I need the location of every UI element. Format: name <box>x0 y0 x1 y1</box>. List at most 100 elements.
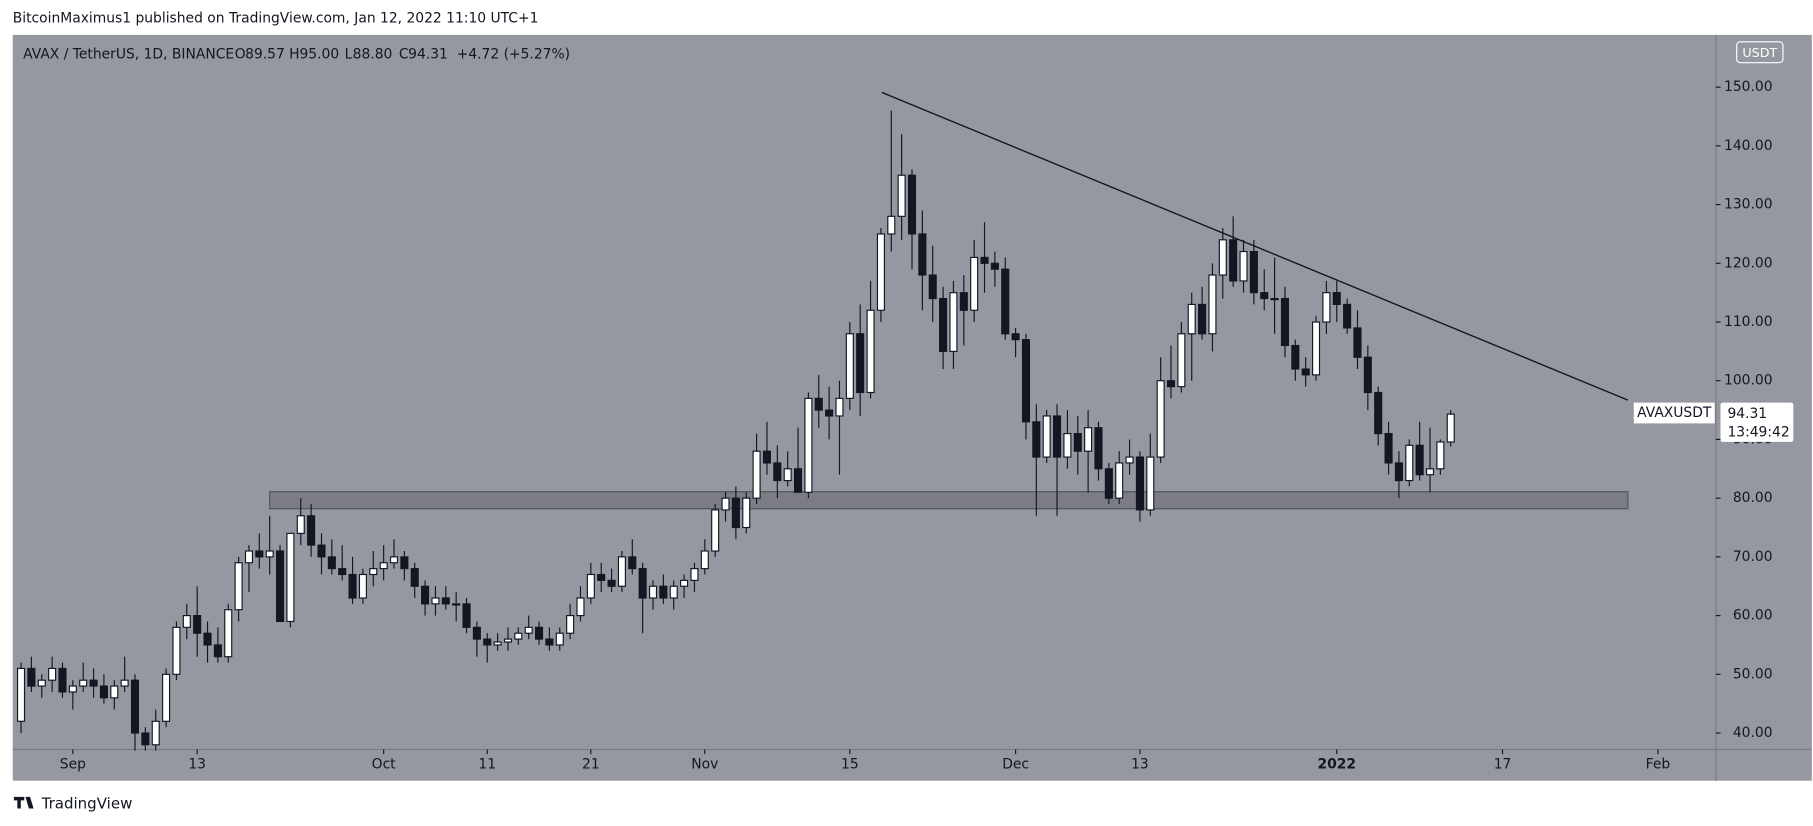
tag-name-box <box>1633 402 1715 424</box>
candle-body <box>389 556 399 564</box>
candle-body <box>876 233 885 311</box>
candle-body <box>742 497 751 529</box>
candle-body <box>1187 303 1196 335</box>
candle-body <box>369 568 378 576</box>
price-scale <box>1715 34 1812 750</box>
candle-body <box>1436 441 1445 470</box>
candle-body <box>120 679 129 687</box>
currency[interactable]: USDT <box>1742 45 1777 60</box>
candle-body <box>244 550 254 564</box>
legend-symbol: AVAX / TetherUS, 1D, BINANCE <box>23 47 234 63</box>
candle-body <box>27 667 36 687</box>
candle-body <box>762 450 772 464</box>
candle-body <box>1374 391 1383 435</box>
candle-body <box>410 568 419 587</box>
candle-body <box>1270 297 1279 301</box>
candle-body <box>1353 327 1362 358</box>
plot-area <box>12 34 1716 750</box>
candle-body <box>659 585 668 599</box>
candle-body <box>16 667 26 722</box>
x-tick-label: 21 <box>582 757 600 773</box>
candle-body <box>669 585 678 599</box>
candle-body <box>317 544 326 558</box>
candle-body <box>431 597 440 605</box>
candle-body <box>1311 321 1321 376</box>
candle-body <box>814 397 823 411</box>
candle-body <box>866 309 875 394</box>
candle-body <box>472 626 481 640</box>
candle-body <box>400 556 409 570</box>
candle-body <box>1084 427 1093 452</box>
candle-body <box>1384 433 1393 464</box>
support-zone <box>269 491 1629 510</box>
candle-body <box>555 632 564 646</box>
candle-body <box>265 550 274 558</box>
candle-body <box>752 450 761 499</box>
candle-body <box>804 397 813 493</box>
y-tick-label: 60.00 <box>1733 608 1773 624</box>
x-tick-label: 13 <box>1131 757 1149 773</box>
legend-l: L <box>345 47 353 63</box>
x-tick-label: 13 <box>188 757 206 773</box>
candle-body <box>255 550 264 558</box>
brand: TradingView <box>13 794 132 812</box>
candle-body <box>721 497 730 511</box>
candle-body <box>421 585 430 605</box>
candle-body <box>566 615 575 634</box>
x-tick-label: Nov <box>691 757 718 773</box>
candle-body <box>1291 344 1300 370</box>
candle-body <box>783 468 792 482</box>
candle-body <box>617 556 626 587</box>
tag-countdown: 13:49:42 <box>1727 425 1789 441</box>
candle-body <box>711 509 720 552</box>
publisher-line: BitcoinMaximus1 published on TradingView… <box>13 11 539 27</box>
candle-body <box>845 333 854 399</box>
price-tag: AVAXUSDT 94.31 13:49:42 <box>1633 402 1794 442</box>
candle-body <box>918 233 927 276</box>
candle-body <box>162 673 171 722</box>
y-tick-label: 150.00 <box>1724 79 1773 95</box>
candle-body <box>379 562 388 570</box>
legend-o: O <box>235 47 246 63</box>
candle-body <box>835 397 844 417</box>
candle-body <box>275 550 285 623</box>
candle-body <box>224 609 233 658</box>
candle-body <box>680 579 689 587</box>
candle-body <box>1415 444 1424 476</box>
legend-change: +4.72 (+5.27%) <box>457 47 570 63</box>
candle-body <box>1394 462 1403 482</box>
candle-body <box>1405 444 1414 482</box>
y-tick-label: 80.00 <box>1733 490 1773 506</box>
candle-body <box>970 256 979 311</box>
candle-body <box>234 562 243 611</box>
legend-h: H <box>289 47 299 63</box>
y-tick-label: 100.00 <box>1724 373 1773 389</box>
tag-name: AVAXUSDT <box>1637 405 1712 421</box>
candle-body <box>1135 456 1144 511</box>
candle-body <box>307 515 316 546</box>
x-tick-label: 17 <box>1494 757 1512 773</box>
candle-body <box>286 532 295 623</box>
candle-body <box>576 597 585 617</box>
candle-body <box>1146 456 1155 511</box>
candle-body <box>648 585 658 599</box>
y-tick-label: 70.00 <box>1733 549 1773 565</box>
candle-body <box>959 292 968 311</box>
candle-body <box>89 679 98 687</box>
candle-body <box>1125 456 1134 464</box>
candle-body <box>1363 356 1372 394</box>
candle-body <box>545 638 554 646</box>
candle-body <box>1042 415 1051 458</box>
candle-body <box>1166 380 1176 388</box>
candle-body <box>825 409 834 417</box>
x-tick-label: Feb <box>1646 757 1671 773</box>
currency-box[interactable] <box>1736 41 1784 64</box>
x-tick-label: Sep <box>60 757 86 773</box>
legend-open: 89.57 <box>245 47 285 63</box>
brand-logo <box>13 796 34 809</box>
time-scale <box>12 749 1812 781</box>
candle-body <box>897 174 906 217</box>
candle-body <box>1249 250 1258 294</box>
tag-value-box <box>1720 402 1794 442</box>
